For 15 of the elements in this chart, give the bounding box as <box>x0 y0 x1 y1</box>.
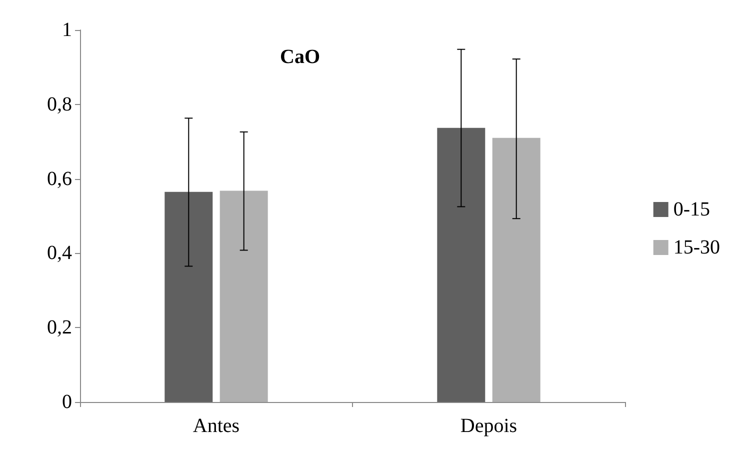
y-tick-label: 0,2 <box>47 316 72 339</box>
x-tick-label: Antes <box>192 415 240 437</box>
legend-label: 0-15 <box>673 198 710 220</box>
bar <box>437 128 486 402</box>
bar <box>220 190 268 402</box>
y-tick-label: 1 <box>62 19 72 41</box>
y-tick-label: 0,6 <box>47 168 72 190</box>
x-tick-label: Depois <box>460 415 518 437</box>
y-tick-label: 0,4 <box>47 242 72 264</box>
bar <box>492 138 540 402</box>
text: CaO <box>280 46 320 68</box>
bar <box>164 192 213 402</box>
legend-label: 15-30 <box>673 236 720 258</box>
y-tick-label: 0 <box>62 391 72 413</box>
y-tick-label: 0,8 <box>47 93 72 116</box>
